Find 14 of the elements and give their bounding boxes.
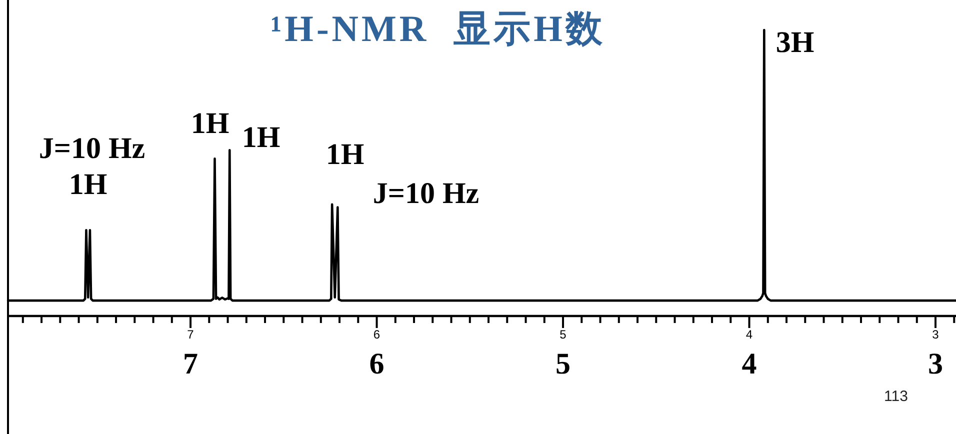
annotation: 1H <box>190 106 230 140</box>
annotation: 3H <box>776 26 814 58</box>
annotation: 1H <box>326 138 364 170</box>
chart-title: ¹H-NMR 显示H数 <box>270 9 606 50</box>
x-tick-label: 6 <box>373 328 380 342</box>
annotation: J=10 Hz <box>38 132 146 164</box>
annotation: 1H <box>242 120 280 154</box>
x-tick-label: 4 <box>746 328 753 342</box>
x-tick-label: 3 <box>932 328 940 342</box>
text: 113 <box>884 388 908 404</box>
annotation: J=10 Hz <box>372 176 480 210</box>
annotation: 1H <box>68 168 108 200</box>
x-tick-label: 7 <box>187 328 194 342</box>
x-tick-label: 5 <box>560 328 567 342</box>
